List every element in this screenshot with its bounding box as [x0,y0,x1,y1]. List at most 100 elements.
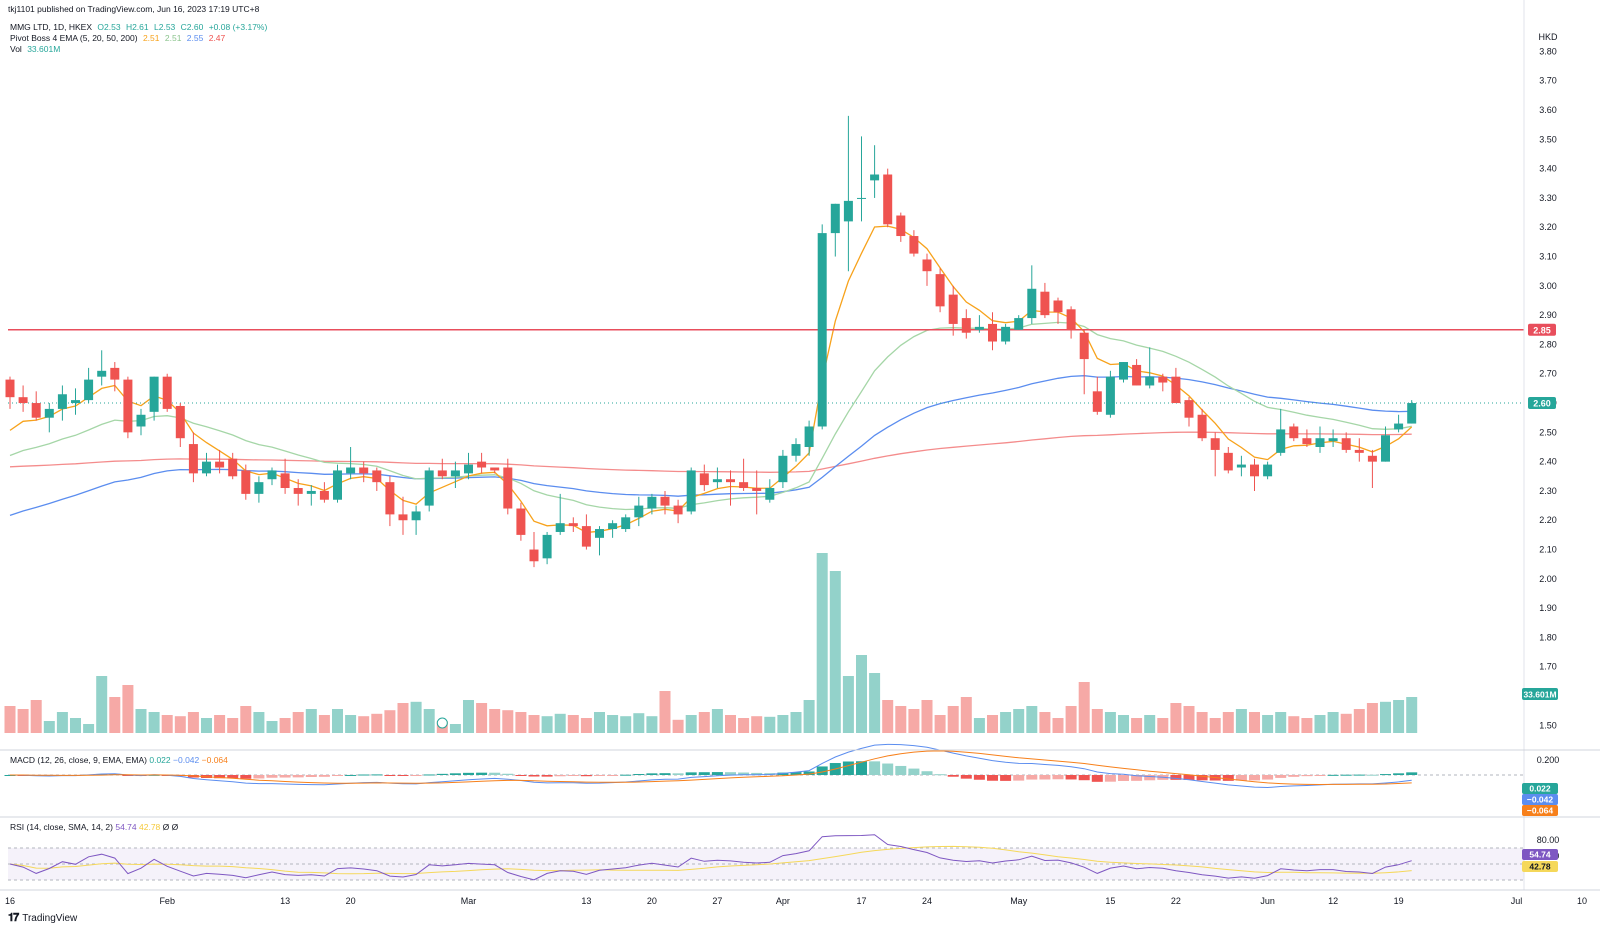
macd-histogram-bar [528,775,540,777]
candle-body [830,203,840,234]
macd-histogram-bar [345,774,357,776]
macd-histogram-bar [1353,774,1365,776]
candle-body [228,458,238,477]
resistance-price-label: 2.85 [1533,325,1551,335]
volume-bar [515,712,527,733]
volume-bar [463,700,474,733]
macd-histogram-bar [1314,775,1326,776]
volume-bar [698,712,710,733]
candle-body [1184,400,1194,418]
macd-histogram-bar [882,763,894,775]
volume-bar [777,715,789,733]
candle-body [359,467,369,474]
macd-value-3: −0.064 [201,755,228,765]
candle-body [123,379,133,433]
volume-bar [371,713,383,733]
rsi-value-2: 42.78 [139,822,161,832]
volume-bar [1157,718,1169,733]
rsi-legend: RSI (14, close, SMA, 14, 2) 54.74 42.78 … [10,822,178,832]
macd-histogram-bar [921,771,933,775]
candle-body [673,505,683,515]
candle-body [1367,455,1377,462]
macd-histogram-bar [1118,775,1129,781]
volume-bar [187,712,199,733]
resistance-price-badge [1528,323,1556,336]
candle-body [948,294,958,324]
candle-body [988,323,997,342]
volume-bar [725,715,736,733]
candle-body [804,426,814,447]
candle-body [411,511,421,521]
macd-tick-label: 0.200 [1537,755,1560,765]
axes: 3.80 3.70 3.60 3.50 3.40 3.30 3.20 3.10 3.00 2.90… [0,0,1600,906]
candle-body [712,479,722,483]
candle-body [634,505,644,518]
macd-histogram-bar [358,774,370,776]
candle-body [175,405,185,439]
candle-body [136,414,146,427]
volume-bar [607,715,619,733]
volume-bar [554,713,566,733]
price-tick-label: 2.10 [1539,545,1557,555]
rsi-value-badge [1522,861,1558,872]
volume-bar [423,709,435,733]
volume-bar [4,706,16,733]
candle-body [84,379,94,401]
candle-body [306,490,316,494]
candle-body [595,529,604,538]
ema-200-line [9,431,1412,473]
macd-histogram-bar [1340,774,1352,776]
time-tick-label: 17 [856,896,866,906]
candle-body [726,479,735,483]
rsi-value-badge [1522,849,1558,860]
candle-body [398,514,408,521]
volume-bar [1039,712,1051,733]
macd-histogram-bar [895,765,907,775]
last-price-label: 2.60 [1533,399,1551,409]
macd-histogram-bar [908,768,920,775]
rsi-pane [8,834,1524,881]
macd-histogram-bar [1000,775,1012,781]
candle-body [57,394,67,409]
macd-histogram-bar [463,772,474,775]
time-tick-label: 10 [1577,896,1587,906]
candle-body [961,318,971,333]
macd-histogram-bar [607,775,619,776]
volume-bar [56,712,68,733]
volume-bar [1026,706,1038,733]
price-tick-label: 3.50 [1539,134,1557,144]
time-tick-label: 27 [712,896,722,906]
tradingview-brand[interactable]: 𝟏𝟕 TradingView [8,912,77,925]
candle-body [857,197,866,199]
ema200-value: 2.47 [208,33,226,43]
macd-histogram-bar [436,773,448,775]
ohlc-open: O2.53 [97,22,121,32]
volume-bar [764,716,776,733]
candle-body [883,174,893,225]
time-tick-label: Jun [1260,896,1275,906]
candle-body [215,461,225,468]
volume-bar [1065,706,1077,733]
volume-bar [672,719,684,733]
volume-bar [1078,682,1090,733]
volume-bar [305,709,317,733]
candle-body [765,488,775,500]
macd-histogram-bar [305,775,317,777]
candle-body [1223,452,1233,471]
candle-body [372,470,382,483]
volume-bar [345,715,357,733]
macd-histogram-bar [1170,775,1182,780]
macd-value-label: −0.064 [1527,806,1554,816]
candle-body [542,534,552,559]
price-tick-label: 2.50 [1539,427,1557,437]
earnings-marker-icon [436,717,448,729]
volume-bar [148,712,160,733]
macd-histogram-bar [489,772,501,775]
volume-bar [397,703,409,733]
volume-bar [1380,701,1391,733]
publisher-line: tkj1101 published on TradingView.com, Ju… [8,4,260,14]
candle-body [97,370,107,377]
macd-histogram-bar [1183,775,1195,780]
candle-body [922,259,932,272]
